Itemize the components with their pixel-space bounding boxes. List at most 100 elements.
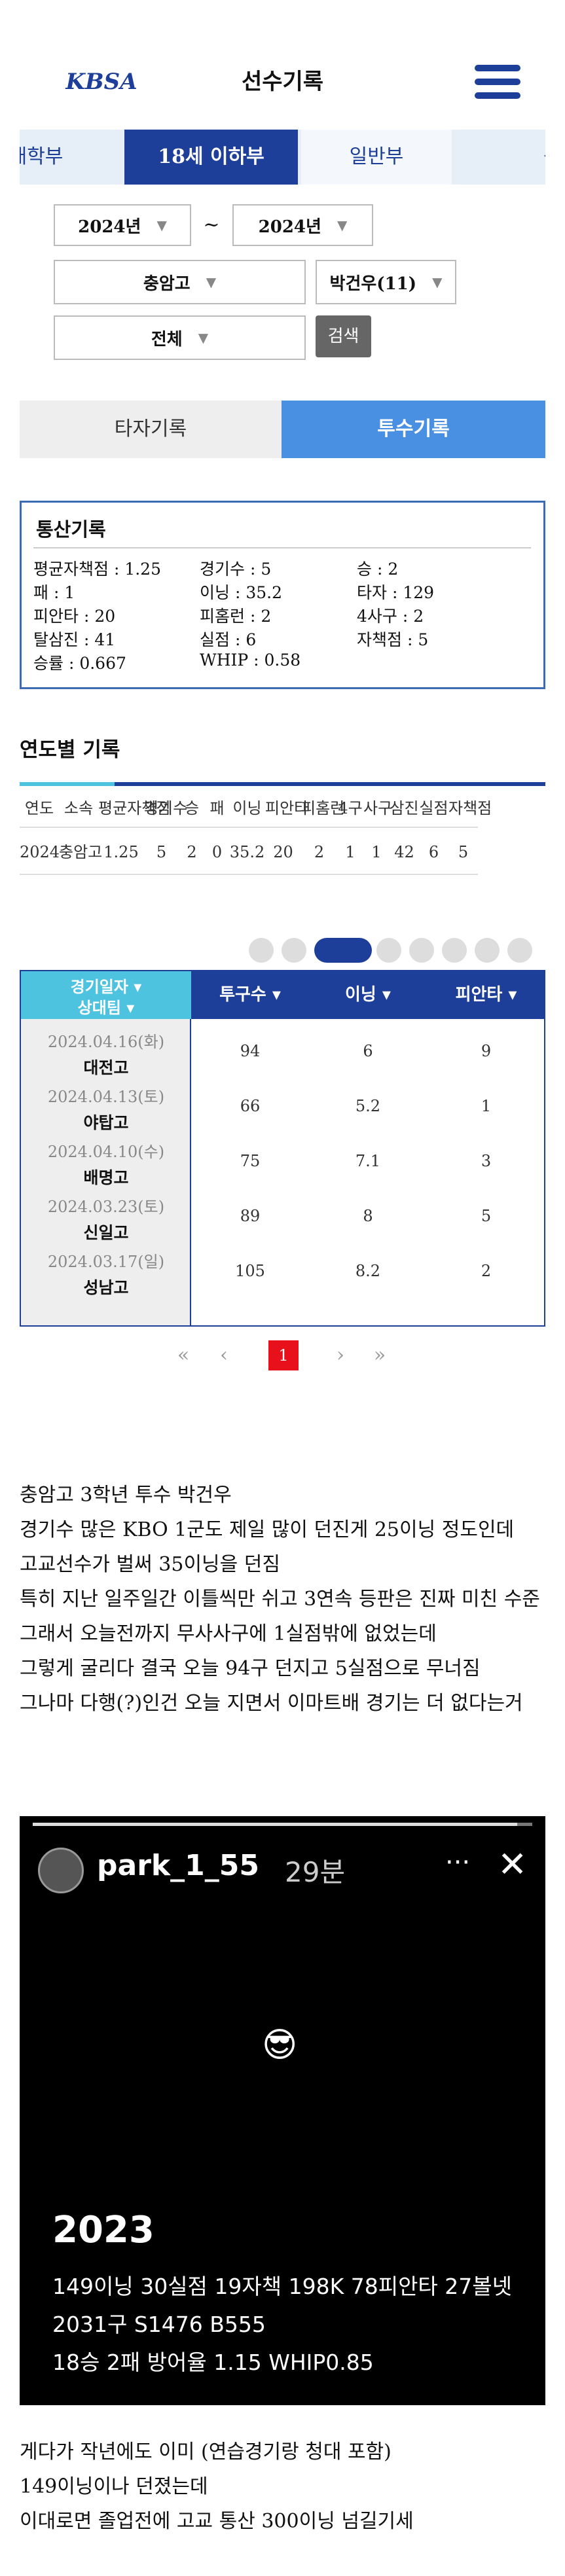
yearly-header: 사구 (363, 789, 392, 828)
total-stat: 피안타 : 20 (33, 607, 116, 626)
totals-title: 통산기록 (36, 518, 106, 541)
game-cell: 5 (481, 1207, 492, 1225)
total-stat: 평균자책점 : 1.25 (33, 560, 161, 579)
carousel-dot[interactable] (282, 938, 306, 963)
game-date: 2024.03.17(일) (47, 1253, 165, 1271)
games-header[interactable]: 투구수 ▾ (219, 985, 281, 1005)
story-lines: 149이닝 30실점 19자책 198K 78피안타 27볼넷 2031구 S14… (52, 2268, 537, 2382)
game-cell: 8.2 (355, 1262, 381, 1280)
yearly-header: 자책점 (448, 789, 492, 828)
search-button[interactable]: 검색 (316, 315, 371, 357)
game-date: 2024.04.16(화) (47, 1033, 165, 1051)
game-cell: 1 (481, 1097, 492, 1115)
yearly-header: 패 (205, 789, 229, 828)
pager-next[interactable]: › (337, 1344, 344, 1367)
story-image: park_1_55 29분 ··· ✕ 😎 2023 149이닝 30실점 19… (20, 1816, 545, 2405)
logo[interactable]: KBSA (65, 69, 137, 95)
story-more[interactable]: ··· (445, 1848, 471, 1878)
division-tab[interactable]: 생활체육 (504, 130, 545, 185)
game-opponent: 성남고 (83, 1278, 129, 1297)
post-line: 경기수 많은 KBO 1군도 제일 많이 던진게 25이닝 정도인데 (20, 1518, 515, 1541)
game-opponent: 대전고 (83, 1058, 129, 1077)
story-year: 2023 (52, 2209, 155, 2251)
post-line: 그래서 오늘전까지 무사사구에 1실점밖에 없었는데 (20, 1622, 437, 1645)
yearly-header: 이닝 (229, 789, 265, 828)
player-select[interactable]: 박건우(11) (316, 260, 456, 304)
game-opponent: 신일고 (83, 1223, 129, 1242)
total-stat: 피홈런 : 2 (200, 607, 272, 626)
pager-current[interactable]: 1 (268, 1340, 299, 1370)
pager-last[interactable]: » (373, 1344, 386, 1367)
games-header-bg (21, 971, 191, 1019)
game-date: 2024.04.10(수) (47, 1143, 165, 1161)
yearly-cell: 2024 (20, 829, 60, 875)
total-stat: 탈삼진 : 41 (33, 630, 116, 649)
pager: « ‹ 1 › » (170, 1340, 393, 1370)
yearly-cell: 1 (363, 829, 390, 875)
post-line: 그렇게 굴리다 결국 오늘 94구 던지고 5실점으로 무너짐 (20, 1657, 481, 1680)
game-cell: 75 (240, 1152, 261, 1170)
games-header[interactable]: 피안타 ▾ (455, 985, 517, 1005)
yearly-header: 실점 (419, 789, 448, 828)
yearly-header: 승 (179, 789, 205, 828)
batter-tab[interactable]: 타자기록 (20, 401, 282, 458)
yearly-cell: 0 (205, 829, 229, 875)
story-line: 18승 2패 방어율 1.15 WHIP0.85 (52, 2350, 374, 2375)
carousel-dot[interactable] (409, 938, 434, 963)
year-to[interactable]: 2024년 (232, 204, 373, 246)
pager-prev[interactable]: ‹ (220, 1344, 228, 1367)
story-time: 29분 (285, 1856, 346, 1888)
yearly-cell: 1 (337, 829, 363, 875)
carousel-dot[interactable] (314, 938, 372, 963)
yearly-header: 피홈런 (301, 789, 344, 828)
game-cell: 105 (235, 1262, 265, 1280)
total-stat: 이닝 : 35.2 (200, 583, 282, 602)
carousel-dots (249, 938, 545, 964)
game-cell: 94 (240, 1042, 261, 1060)
games-header[interactable]: 이닝 ▾ (345, 985, 391, 1005)
yearly-cell: 6 (419, 829, 448, 875)
total-stat: WHIP : 0.58 (200, 651, 301, 670)
school-select[interactable]: 충암고 (54, 260, 306, 304)
game-cell: 6 (363, 1042, 373, 1060)
yearly-header: 소속 (59, 789, 98, 828)
division-tab[interactable]: 일반부 (301, 130, 452, 185)
games-table: 경기일자 ▾ 상대팀 ▾ 투구수 ▾ 이닝 ▾ 피안타 ▾ 2024.04.16(화) 대전… (20, 970, 545, 1327)
game-cell: 66 (240, 1097, 261, 1115)
total-stat: 경기수 : 5 (200, 560, 272, 579)
menu-button[interactable] (475, 62, 520, 101)
yearly-header: 4구 (337, 789, 363, 828)
game-cell: 9 (481, 1042, 492, 1060)
post-line: 고교선수가 벌써 35이닝을 던짐 (20, 1553, 280, 1576)
carousel-dot[interactable] (507, 938, 532, 963)
yearly-cell: 2 (179, 829, 205, 875)
pitcher-tab[interactable]: 투수기록 (282, 401, 545, 458)
post-line: 게다가 작년에도 이미 (연습경기랑 청대 포함) (20, 2441, 392, 2463)
division-tab[interactable]: 18세 이하부 (124, 130, 298, 185)
yearly-header: 피안타 (265, 789, 308, 828)
games-header: 경기일자 ▾ (70, 977, 142, 996)
carousel-dot[interactable] (475, 938, 500, 963)
yearly-cell: 42 (390, 829, 419, 875)
carousel-dot[interactable] (442, 938, 467, 963)
division-tab[interactable]: 대학부 (20, 145, 64, 168)
carousel-dot[interactable] (249, 938, 274, 963)
year-from[interactable]: 2024년 (54, 204, 191, 246)
pager-first[interactable]: « (177, 1344, 190, 1367)
game-cell: 2 (481, 1262, 492, 1280)
totals-box: 통산기록 평균자책점 : 1.25 패 : 1 피안타 : 20 탈삼진 : 41 승률… (20, 501, 545, 689)
story-close[interactable]: ✕ (498, 1844, 528, 1885)
total-stat: 패 : 1 (33, 583, 75, 602)
yearly-cell: 충암고 (59, 829, 102, 875)
carousel-dot[interactable] (376, 938, 401, 963)
yearly-cell: 2 (301, 829, 337, 875)
scope-select[interactable]: 전체 (54, 315, 306, 360)
story-line: 149이닝 30실점 19자책 198K 78피안타 27볼넷 (52, 2274, 512, 2299)
total-stat: 4사구 : 2 (357, 607, 424, 626)
post-line: 이대로면 졸업전에 고교 통산 300이닝 넘길기세 (20, 2510, 414, 2533)
game-cell: 5.2 (355, 1097, 381, 1115)
game-cell: 3 (481, 1152, 492, 1170)
games-header: 상대팀 ▾ (77, 998, 135, 1017)
story-line: 2031구 S1476 B555 (52, 2312, 266, 2337)
